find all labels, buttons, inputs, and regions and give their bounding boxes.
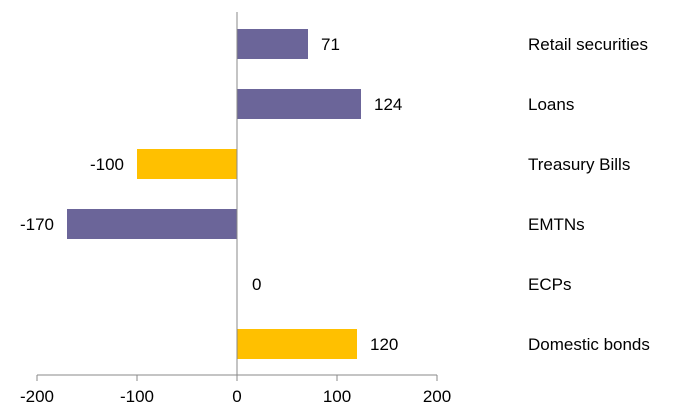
bar-treasury-bills	[137, 149, 237, 179]
x-tick-label: -100	[120, 387, 154, 406]
bar-loans	[237, 89, 361, 119]
value-label-domestic-bonds: 120	[370, 335, 398, 354]
value-label-ecps: 0	[252, 275, 261, 294]
bars-group	[67, 29, 361, 359]
category-label-ecps: ECPs	[528, 275, 571, 294]
x-tick-label: 100	[323, 387, 351, 406]
x-tick-label: 200	[423, 387, 451, 406]
value-label-emtns: -170	[20, 215, 54, 234]
bar-domestic-bonds	[237, 329, 357, 359]
category-label-loans: Loans	[528, 95, 574, 114]
category-label-retail-securities: Retail securities	[528, 35, 648, 54]
bar-retail-securities	[237, 29, 308, 59]
category-label-treasury-bills: Treasury Bills	[528, 155, 630, 174]
value-label-retail-securities: 71	[321, 35, 340, 54]
axes-group: -200 -100 0 100 200	[20, 12, 451, 406]
category-labels-group: Retail securities Loans Treasury Bills EMTN…	[528, 35, 650, 354]
x-tick-label: 0	[232, 387, 241, 406]
value-label-treasury-bills: -100	[90, 155, 124, 174]
x-tick-label: -200	[20, 387, 54, 406]
category-label-domestic-bonds: Domestic bonds	[528, 335, 650, 354]
bar-emtns	[67, 209, 237, 239]
value-label-loans: 124	[374, 95, 402, 114]
category-label-emtns: EMTNs	[528, 215, 585, 234]
value-labels-group: 71 124 -100 -170 0 120	[20, 35, 402, 354]
